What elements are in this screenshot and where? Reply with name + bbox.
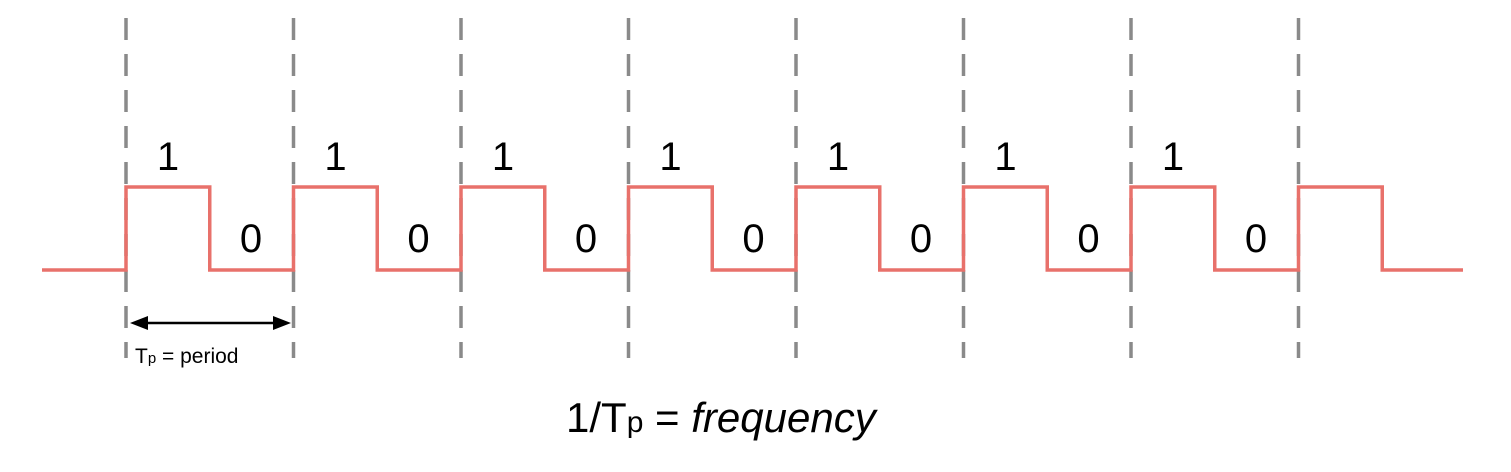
bit-label-zero: 0 — [240, 217, 262, 261]
bit-label-zero: 0 — [910, 217, 932, 261]
bit-label-one: 1 — [994, 135, 1016, 179]
caption-subscript: p — [627, 406, 644, 439]
period-label: Tp = period — [135, 345, 238, 368]
frequency-caption: 1/Tp = frequency — [566, 394, 879, 441]
bit-label-zero: 0 — [742, 217, 764, 261]
caption-word: frequency — [691, 394, 878, 441]
bit-label-zero: 0 — [1245, 217, 1267, 261]
bit-label-one: 1 — [1162, 135, 1184, 179]
bit-label-one: 1 — [659, 135, 681, 179]
period-guide-lines — [124, 18, 1301, 358]
period-arrow — [130, 316, 291, 330]
bit-label-one: 1 — [827, 135, 849, 179]
bit-label-zero: 0 — [407, 217, 429, 261]
caption-prefix: 1/T — [566, 394, 627, 441]
bit-label-one: 1 — [157, 135, 179, 179]
bit-label-one: 1 — [324, 135, 346, 179]
bit-label-zero: 0 — [575, 217, 597, 261]
square-wave-signal — [42, 185, 1463, 272]
bit-labels: 1 0 1 0 1 0 1 0 1 0 1 0 1 0 — [157, 135, 1267, 261]
bit-label-zero: 0 — [1077, 217, 1099, 261]
bit-label-one: 1 — [492, 135, 514, 179]
caption-equals: = — [643, 394, 691, 441]
